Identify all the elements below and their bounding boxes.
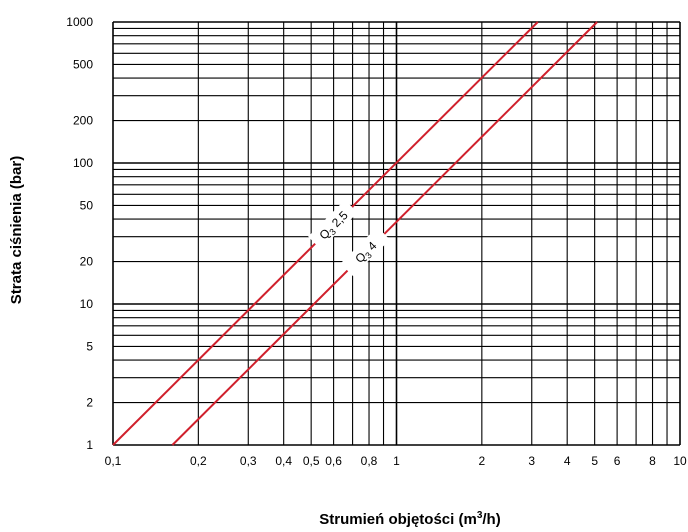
y-tick-label: 1000 (66, 15, 93, 29)
x-tick-label: 5 (591, 454, 598, 468)
x-tick-label: 0,8 (361, 454, 378, 468)
x-tick-label: 3 (528, 454, 535, 468)
series-line-2 (171, 21, 598, 446)
series-label-bg (340, 226, 390, 277)
x-tick-label: 6 (614, 454, 621, 468)
x-axis-ticks: 0,1 0,2 0,3 0,4 0,5 0,6 0,8 1 2 3 4 5 6 8 10 (105, 454, 687, 468)
x-axis-title: Strumień objętości (m3/h) (319, 510, 500, 528)
x-tick-label: 0,5 (303, 454, 320, 468)
y-tick-label: 2 (86, 396, 93, 410)
grid (112, 21, 681, 446)
y-axis-title: Strata ciśnienia (bar) (8, 156, 25, 304)
y-tick-label: 50 (80, 198, 94, 212)
x-tick-label: 1 (393, 454, 400, 468)
x-tick-label: 4 (564, 454, 571, 468)
x-tick-label: 2 (478, 454, 485, 468)
y-tick-label: 20 (80, 255, 94, 269)
x-tick-label: 0,2 (190, 454, 207, 468)
y-tick-label: 100 (73, 156, 93, 170)
x-tick-label: 0,3 (240, 454, 257, 468)
y-axis-ticks: 1 2 5 10 20 50 100 200 500 1000 (66, 15, 93, 452)
y-tick-label: 500 (73, 57, 93, 71)
series-labels: Q3 2,5Q3 4 (308, 199, 390, 277)
x-tick-label: 10 (673, 454, 687, 468)
y-tick-label: 5 (86, 339, 93, 353)
series-label-2: Q3 4 (340, 226, 390, 277)
series-label-bg (308, 199, 358, 250)
x-tick-label: 8 (649, 454, 656, 468)
x-tick-label: 0,1 (105, 454, 122, 468)
y-tick-label: 200 (73, 114, 93, 128)
series-lines (112, 21, 598, 446)
x-tick-label: 0,4 (275, 454, 292, 468)
y-tick-label: 1 (86, 438, 93, 452)
y-tick-label: 10 (80, 297, 94, 311)
x-tick-label: 0,6 (325, 454, 342, 468)
